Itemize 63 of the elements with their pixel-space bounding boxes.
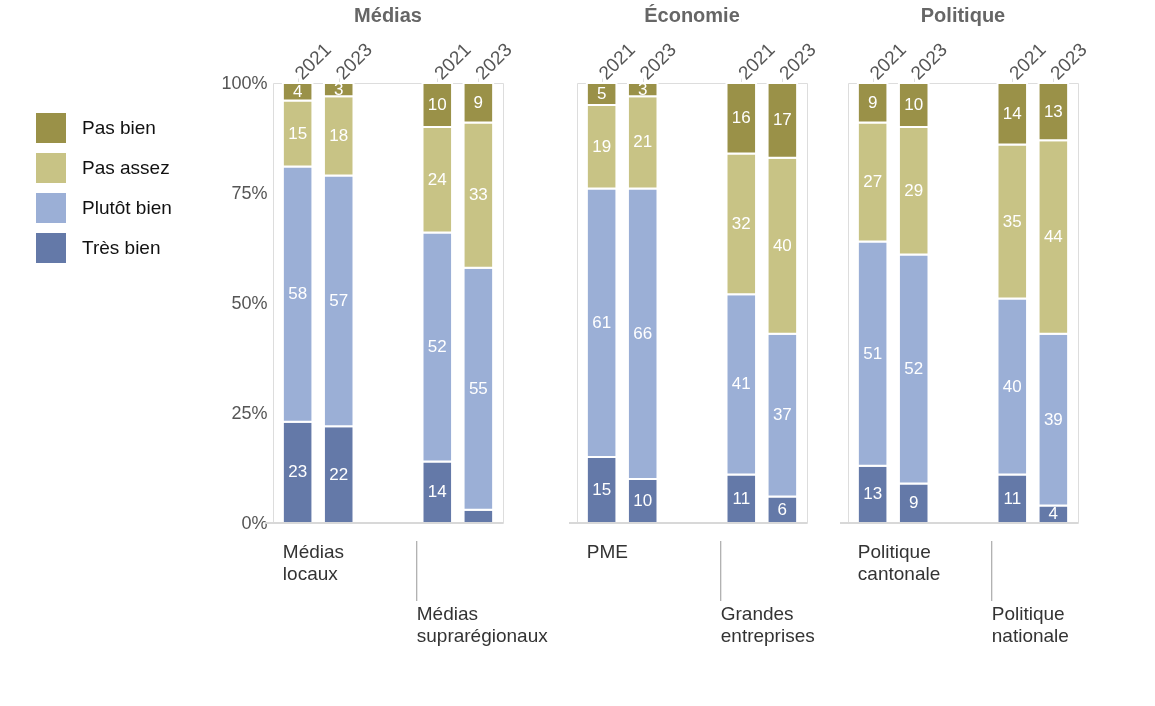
data-label: 52	[904, 359, 924, 378]
y-tick-label: 75%	[231, 182, 268, 203]
data-label: 6	[777, 499, 788, 519]
data-label: 4	[1048, 504, 1059, 524]
text: Politique nationale	[991, 603, 1069, 646]
data-label: 41	[731, 374, 751, 394]
data-label: 55	[468, 378, 488, 398]
data-label: 9	[867, 92, 878, 112]
data-label: 29	[904, 180, 924, 200]
data-label: 32	[731, 213, 751, 233]
data-label: 58	[288, 284, 308, 304]
data-label: 19	[592, 136, 612, 156]
data-label: 27	[863, 172, 883, 191]
data-label: 39	[1043, 409, 1063, 429]
text: Grandes entreprises	[720, 603, 815, 646]
legend-label: Pas bien	[82, 117, 156, 138]
chart-title: Économie	[644, 3, 740, 26]
data-label: 17	[772, 110, 792, 130]
data-label: 14	[427, 482, 447, 502]
data-label: 66	[633, 323, 653, 343]
data-label: 11	[732, 488, 751, 508]
text: Politique cantonale	[857, 541, 941, 584]
text: Médias locaux	[282, 541, 345, 584]
data-label: 33	[468, 185, 488, 205]
data-label: 52	[427, 337, 447, 356]
legend-label: Pas assez	[82, 157, 170, 178]
data-label: 10	[904, 95, 924, 114]
data-label: 40	[772, 235, 792, 255]
data-label: 35	[1002, 211, 1022, 231]
legend-label: Plutôt bien	[82, 197, 172, 218]
y-tick-label: 50%	[231, 292, 268, 313]
data-label: 37	[772, 405, 792, 425]
legend-label: Très bien	[82, 237, 161, 258]
y-tick-label: 100%	[221, 72, 268, 93]
data-label: 9	[908, 493, 919, 513]
data-label: 9	[473, 92, 484, 112]
data-label: 21	[633, 132, 653, 152]
data-label: 13	[1043, 101, 1063, 121]
data-label: 51	[863, 343, 883, 363]
data-label: 13	[863, 484, 883, 504]
data-label: 44	[1043, 227, 1063, 246]
data-label: 61	[592, 312, 612, 332]
chart-title: Médias	[354, 3, 422, 26]
data-label: 14	[1002, 103, 1022, 123]
data-label: 24	[427, 169, 447, 189]
data-label: 16	[731, 108, 751, 128]
y-tick-label: 0%	[241, 512, 268, 533]
y-tick-label: 25%	[231, 402, 268, 423]
data-label: 10	[633, 491, 653, 510]
data-label: 15	[288, 123, 308, 143]
data-label: 10	[427, 95, 447, 114]
data-label: 4	[292, 81, 303, 101]
data-label: 5	[596, 84, 607, 103]
text: PME	[586, 541, 629, 562]
data-label: 23	[288, 462, 308, 482]
chart-title: Politique	[920, 3, 1006, 26]
data-label: 15	[592, 480, 612, 499]
data-label: 22	[329, 464, 349, 484]
data-label: 18	[329, 125, 349, 145]
data-label: 11	[1003, 488, 1022, 508]
data-label: 40	[1002, 376, 1022, 396]
data-label: 57	[329, 290, 349, 310]
text: Médias suprarégionaux	[416, 603, 549, 646]
